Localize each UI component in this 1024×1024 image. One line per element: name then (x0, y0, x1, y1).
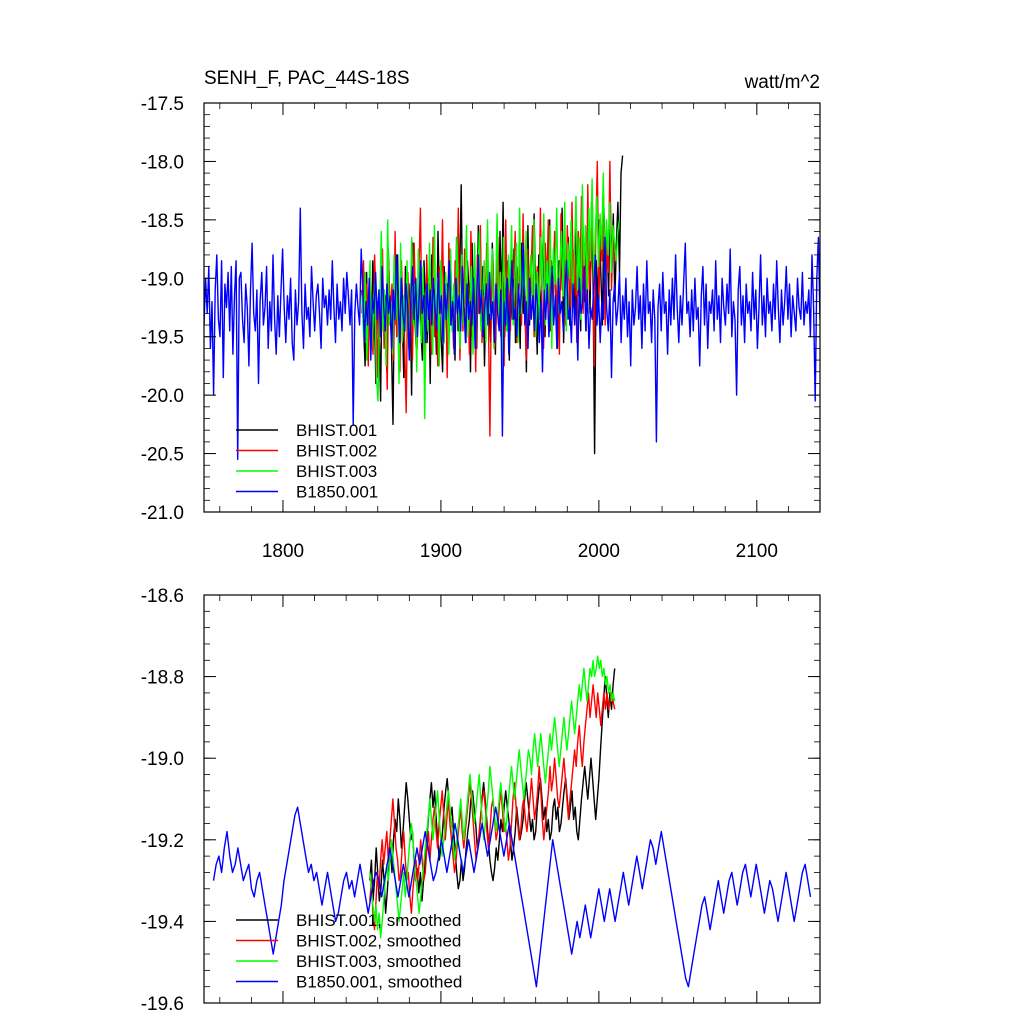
legend-label: BHIST.002 (296, 442, 377, 461)
x-tick-label: 2100 (736, 541, 778, 562)
plot-frame (203, 102, 821, 513)
y-tick-label: -19.5 (141, 328, 184, 349)
y-tick-label: -20.5 (141, 445, 184, 466)
y-tick-label: -17.5 (141, 94, 184, 115)
plot-frame (203, 594, 821, 1004)
legend-label: BHIST.002, smoothed (296, 932, 461, 951)
y-tick-label: -19.0 (141, 749, 184, 770)
legend-label: BHIST.001, smoothed (296, 911, 461, 930)
legend-label: BHIST.001 (296, 421, 377, 440)
y-tick-label: -18.8 (141, 668, 184, 689)
series-line-b1850-001 (204, 207, 820, 461)
series-line-bhist-003-smoothed (369, 655, 616, 939)
y-tick-label: -19.6 (141, 994, 184, 1015)
chart-title: SENH_F, PAC_44S-18S (204, 68, 410, 89)
y-tick-label: -19.0 (141, 269, 184, 290)
y-tick-label: -18.6 (141, 586, 184, 607)
legend-label: BHIST.003 (296, 462, 377, 481)
legend-label: BHIST.003, smoothed (296, 952, 461, 971)
top-panel: -21.0 -20.5 -20.0 -19.5 -19.0 -18.5 -18.0 -17.5… (141, 94, 821, 562)
legend-label: B1850.001 (296, 483, 378, 502)
x-tick-label: 1900 (420, 541, 462, 562)
series-line-bhist-002-smoothed (369, 684, 616, 931)
x-tick-label: 1800 (262, 541, 304, 562)
x-tick-label: 2000 (578, 541, 620, 562)
y-tick-label: -21.0 (141, 503, 184, 524)
legend-label: B1850.001, smoothed (296, 973, 462, 992)
y-tick-label: -18.5 (141, 211, 184, 232)
y-tick-label: -19.2 (141, 831, 184, 852)
plot-area (212, 655, 812, 988)
plot-area (204, 155, 820, 461)
y-tick-label: -18.0 (141, 152, 184, 173)
bottom-panel: -19.6 -19.4 -19.2 -19.0 -18.8 -18.6 BHIST.001,… (141, 586, 821, 1015)
units-label: watt/m^2 (744, 72, 820, 93)
y-tick-label: -20.0 (141, 386, 184, 407)
series-line-b1850-001-smoothed (212, 806, 812, 988)
y-tick-label: -19.4 (141, 912, 185, 933)
